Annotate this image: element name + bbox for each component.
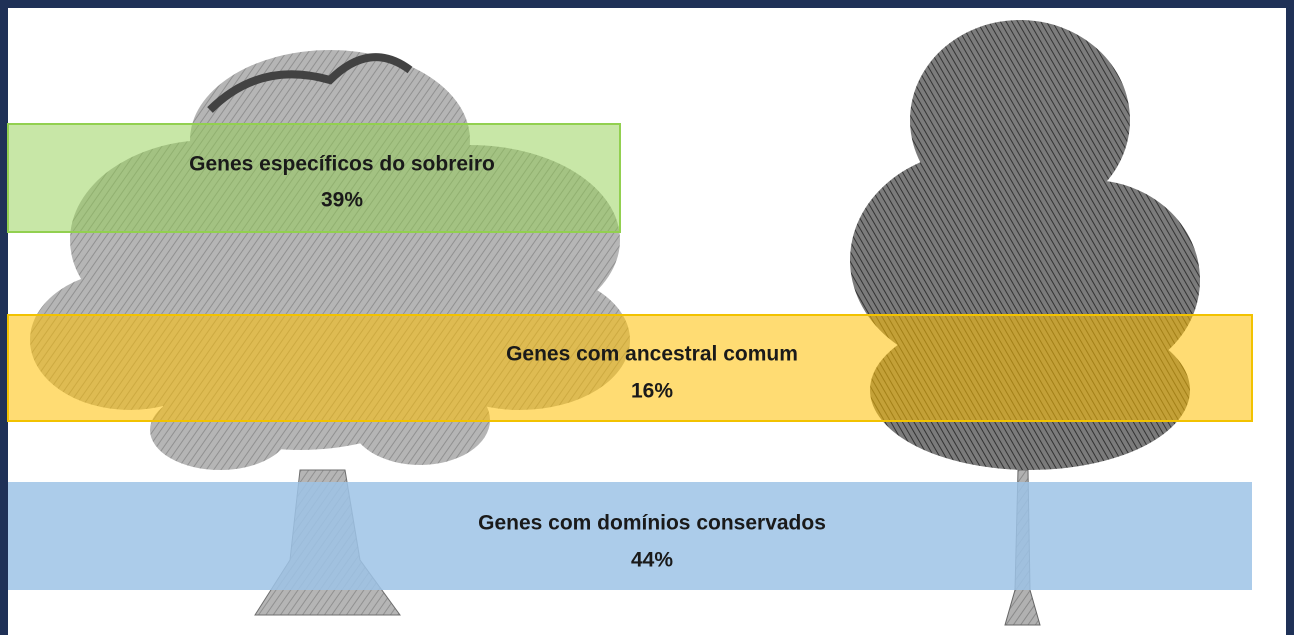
page: Genes específicos do sobreiro 39% Genes … — [0, 0, 1294, 635]
slide: Genes específicos do sobreiro 39% Genes … — [0, 0, 1294, 635]
band-specific — [8, 124, 620, 232]
band-value: 39% — [321, 189, 363, 212]
band-label: Genes com ancestral comum — [506, 343, 798, 366]
band-label: Genes específicos do sobreiro — [189, 153, 495, 176]
band-ancestral — [8, 315, 1252, 421]
band-value: 44% — [631, 549, 673, 572]
band-value: 16% — [631, 380, 673, 403]
band-conserved — [8, 482, 1252, 590]
band-label: Genes com domínios conservados — [478, 512, 826, 535]
